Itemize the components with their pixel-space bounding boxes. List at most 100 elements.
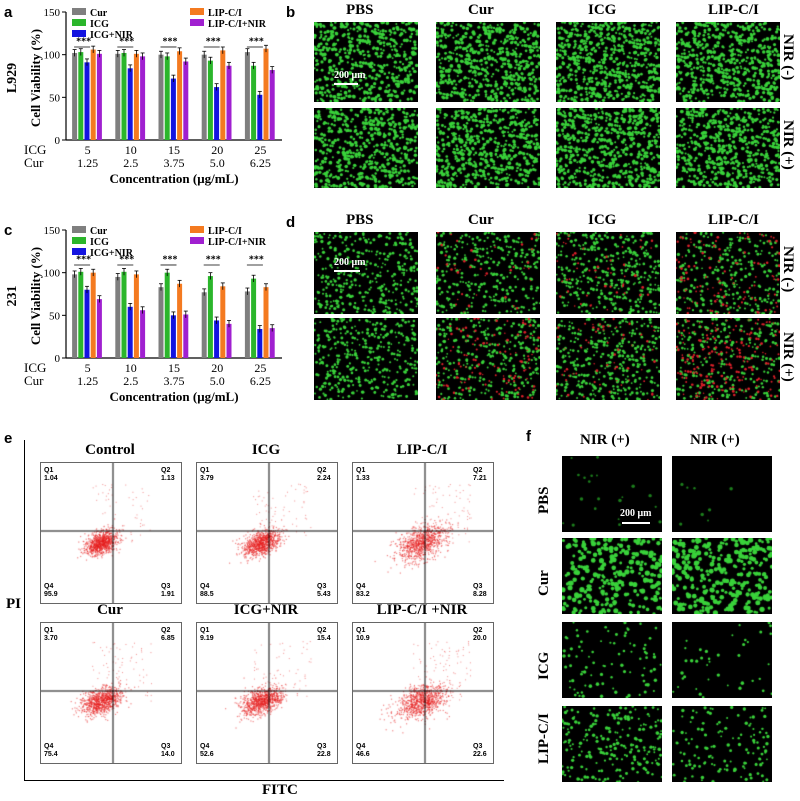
scale-bar-label: 200 μm [334,70,366,81]
bar-lip-c-i-nir [183,314,189,358]
quadrant-name: Q3 [161,743,171,750]
quadrant-name: Q2 [473,627,483,634]
x-tick-label-cur: 2.5 [123,374,138,388]
y-tick-label: 100 [44,268,61,280]
flow-scatter [41,463,181,603]
quadrant-q3: Q3 22.6 [473,743,487,759]
quadrant-value: 88.5 [200,591,214,598]
flow-plot-title: Cur [97,602,123,618]
quadrant-value: 1.91 [161,591,175,598]
col-header: Cur [468,212,494,228]
quadrant-value: 3.79 [200,475,214,482]
col-header: Cur [468,2,494,18]
cell-dots [314,108,418,188]
bar-cur [115,53,121,140]
quadrant-name: Q1 [356,467,366,474]
cur-row-label: Cur [24,155,44,170]
quadrant-name: Q2 [473,467,483,474]
quadrant-value: 46.6 [356,751,370,758]
cell-dots [562,456,662,532]
micro-tile [676,108,780,188]
quadrant-value: 83.2 [356,591,370,598]
bar-lip-c-i-nir [140,310,146,358]
bar-lip-c-i [220,50,226,140]
chart-c-231-viability: 0 50 100 150 231 Cell Viability (%) *** 51.25 **… [5,225,282,404]
quadrant-q4: Q4 52.6 [200,743,214,759]
quadrant-value: 9.19 [200,635,214,642]
bar-icg-nir [127,68,133,140]
significance-mark: *** [163,254,178,265]
quadrant-q4: Q4 46.6 [356,743,370,759]
x-tick-label-cur: 6.25 [250,374,271,388]
micro-tile [314,232,418,314]
bar-cur [244,291,250,358]
quadrant-q1: Q1 1.04 [44,467,58,483]
x-tick-label-icg: 5 [85,143,91,157]
flow-scatter [353,463,493,603]
quadrant-name: Q3 [473,583,483,590]
quadrant-q3: Q3 14.0 [161,743,175,759]
quadrant-name: Q3 [317,583,327,590]
cell-dots [556,318,660,400]
legend-swatch [72,237,86,244]
cell-dots [314,232,418,314]
nir-label: NIR (-) [780,34,796,81]
flow-plot: Q1 1.04 Q2 1.13 Q4 95.9 Q3 1.91 [40,462,182,604]
x-tick-label-cur: 5.0 [210,156,225,170]
bar-lip-c-i [90,272,96,358]
nir-label: NIR (+) [780,120,796,170]
bar-lip-c-i [263,287,269,358]
quadrant-q2: Q2 1.13 [161,467,175,483]
quadrant-value: 6.85 [161,635,175,642]
x-tick-label-icg: 5 [85,361,91,375]
flow-scatter [353,623,493,763]
row-label: Cur [536,570,552,596]
quadrant-name: Q3 [317,743,327,750]
legend-label: Cur [90,8,108,19]
scale-bar-label: 200 μm [620,508,652,519]
quadrant-value: 15.4 [317,635,331,642]
quadrant-name: Q1 [44,627,54,634]
cell-dots [556,108,660,188]
quadrant-q1: Q1 1.33 [356,467,370,483]
significance-mark: *** [206,254,221,265]
x-axis-label: Concentration (μg/mL) [109,171,238,186]
bar-lip-c-i-nir [96,53,102,140]
quadrant-q2: Q2 2.24 [317,467,331,483]
x-tick-label-cur: 5.0 [210,374,225,388]
icg-row-label: ICG [24,142,46,157]
y-tick-label: 100 [44,50,61,62]
quadrant-q4: Q4 95.9 [44,583,58,599]
flow-y-axis-label: PI [6,596,21,612]
significance-mark: *** [119,254,134,265]
micro-tile [436,108,540,188]
bar-icg-nir [214,320,220,358]
bar-cur [201,292,207,358]
quadrant-value: 5.43 [317,591,331,598]
micro-tile [676,232,780,314]
cell-dots [676,318,780,400]
quadrant-value: 22.8 [317,751,331,758]
bar-icg-nir [170,315,176,358]
significance-mark: *** [249,36,264,47]
cell-dots [672,456,772,532]
flow-plot-title: LIP-C/I [396,442,448,458]
bar-lip-c-i [133,274,139,358]
chart-a-l929-viability: 0 50 100 150 L929 Cell Viability (%) *** 51.25 *… [5,7,282,186]
bar-lip-c-i [263,48,269,141]
significance-mark: *** [76,36,91,47]
flow-plot: Q1 1.33 Q2 7.21 Q4 83.2 Q3 8.28 [352,462,494,604]
legend-label: LIP-C/I [208,8,242,19]
bar-icg-nir [170,78,176,140]
quadrant-name: Q2 [161,627,171,634]
cell-dots [436,108,540,188]
quadrant-value: 10.9 [356,635,370,642]
x-axis-label: Concentration (μg/mL) [109,389,238,404]
legend-swatch [190,8,204,15]
quadrant-value: 8.28 [473,591,487,598]
micro-tile [672,538,772,614]
quadrant-q3: Q3 8.28 [473,583,487,599]
row-label: LIP-C/I [536,713,552,764]
quadrant-name: Q4 [356,583,366,590]
bar-lip-c-i-nir [226,323,232,358]
